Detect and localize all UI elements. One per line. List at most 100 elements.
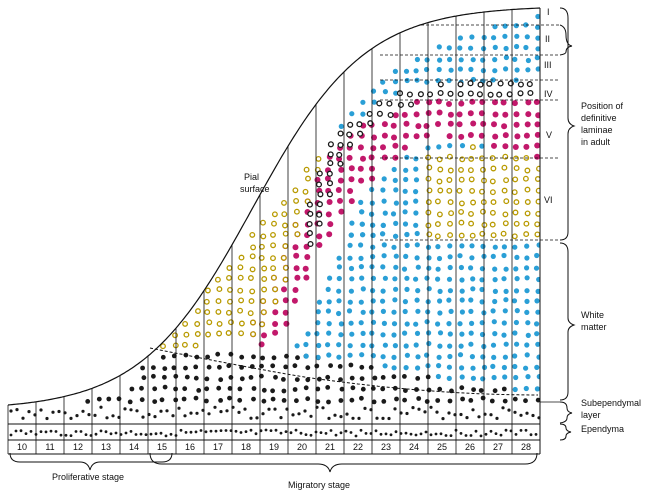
magenta-cell-dot — [302, 265, 309, 272]
yellow-cell-dot — [282, 222, 288, 229]
blue-cell-dot — [447, 254, 453, 260]
black-cell-dot — [468, 398, 474, 403]
blue-cell-dot — [492, 298, 498, 305]
black-cell-dot — [349, 397, 355, 403]
blue-cell-dot — [524, 255, 530, 261]
black-cell-dot — [535, 397, 540, 403]
blue-cell-dot — [391, 354, 397, 360]
yellow-cell-dot — [247, 310, 254, 317]
ependyma-dot — [249, 428, 253, 432]
yellow-cell-dot — [281, 211, 288, 218]
ependyma-dot — [344, 429, 348, 433]
yellow-cell-dot — [489, 209, 496, 216]
yellow-cell-dot — [238, 330, 245, 337]
blue-cell-dot — [458, 343, 464, 349]
magenta-cell-dot — [492, 111, 499, 118]
subependymal-dot — [93, 413, 97, 417]
blue-cell-dot — [501, 332, 507, 338]
blue-cell-dot — [502, 354, 508, 360]
yellow-cell-dot — [203, 298, 210, 305]
subependymal-dot — [177, 406, 181, 410]
blue-cell-dot — [457, 253, 463, 259]
blue-cell-dot — [436, 144, 442, 150]
magenta-cell-dot — [292, 244, 299, 251]
stage-number: 22 — [353, 442, 363, 452]
black-cell-dot — [160, 354, 166, 360]
black-cell-dot — [350, 385, 356, 391]
blue-cell-dot — [382, 89, 388, 95]
blue-cell-dot — [480, 68, 486, 74]
blue-cell-dot — [390, 211, 397, 217]
yellow-cell-dot — [195, 308, 201, 315]
black-cell-dot — [218, 377, 224, 383]
yellow-cell-dot — [458, 166, 464, 173]
subependymal-dot — [471, 408, 475, 412]
black-cell-dot — [162, 366, 168, 371]
ependyma-dot — [474, 429, 478, 433]
black-cell-dot — [251, 354, 256, 360]
blue-cell-dot — [391, 321, 398, 327]
blue-cell-dot — [501, 320, 507, 326]
blue-cell-dot — [371, 99, 377, 105]
blue-cell-dot — [468, 66, 474, 72]
blue-cell-dot — [524, 298, 530, 304]
ependyma-dot — [529, 433, 533, 437]
magenta-cell-dot — [425, 110, 432, 116]
blue-cell-dot — [469, 354, 475, 360]
blue-cell-dot — [513, 23, 519, 29]
black-cell-dot — [512, 396, 518, 402]
black-cell-dot — [315, 386, 321, 392]
magenta-cell-dot — [491, 142, 497, 149]
stage-number: 13 — [101, 442, 111, 452]
black-cell-dot — [349, 375, 355, 381]
yellow-cell-dot — [206, 319, 213, 326]
blue-cell-dot — [437, 330, 444, 336]
blue-cell-dot — [524, 243, 530, 249]
blue-cell-dot — [404, 275, 410, 281]
blue-cell-dot — [524, 342, 530, 348]
ependyma-dot — [494, 432, 498, 435]
blue-cell-dot — [380, 332, 386, 338]
black-cell-dot — [251, 396, 256, 402]
laminae-brace — [559, 7, 576, 241]
blue-cell-dot — [336, 342, 342, 348]
yellow-cell-dot — [247, 275, 254, 281]
yellow-cell-dot — [215, 308, 222, 315]
black-cell-dot — [162, 374, 167, 380]
ependyma-dot — [144, 433, 148, 436]
blue-cell-dot — [393, 233, 399, 239]
black-cell-dot — [193, 364, 199, 370]
ependyma-dot — [14, 429, 18, 433]
black-cell-dot — [381, 399, 387, 404]
blue-cell-dot — [503, 288, 509, 294]
blue-cell-dot — [523, 44, 529, 51]
black-cell-dot — [326, 399, 331, 405]
black-cell-dot — [523, 398, 528, 404]
blue-cell-dot — [360, 99, 366, 105]
blue-cell-dot — [348, 265, 355, 272]
blue-cell-dot — [338, 123, 344, 129]
magenta-cell-dot — [446, 133, 453, 140]
yellow-cell-dot — [446, 177, 453, 183]
magenta-cell-dot — [261, 332, 267, 339]
magenta-cell-dot — [293, 252, 300, 259]
blue-cell-dot — [479, 320, 485, 326]
stage-number: 10 — [17, 442, 27, 452]
yellow-cell-dot — [281, 199, 287, 206]
yellow-cell-dot — [458, 208, 465, 215]
blue-cell-dot — [294, 343, 300, 349]
subependymal-dot — [429, 405, 433, 409]
yellow-cell-dot — [270, 274, 277, 281]
black-cell-dot — [152, 399, 158, 404]
blue-cell-dot — [380, 288, 386, 294]
blue-cell-dot — [512, 353, 518, 359]
right-braces — [559, 7, 576, 441]
blue-cell-dot — [446, 45, 452, 51]
yellow-cell-dot — [534, 221, 540, 228]
subependymal-label-line2: layer — [581, 410, 601, 420]
blue-cell-dot — [503, 297, 509, 303]
stage-number: 19 — [269, 442, 279, 452]
yellow-cell-dot — [480, 208, 486, 215]
migratory-stage-label: Migratory stage — [288, 480, 350, 490]
magenta-cell-dot — [513, 121, 520, 128]
